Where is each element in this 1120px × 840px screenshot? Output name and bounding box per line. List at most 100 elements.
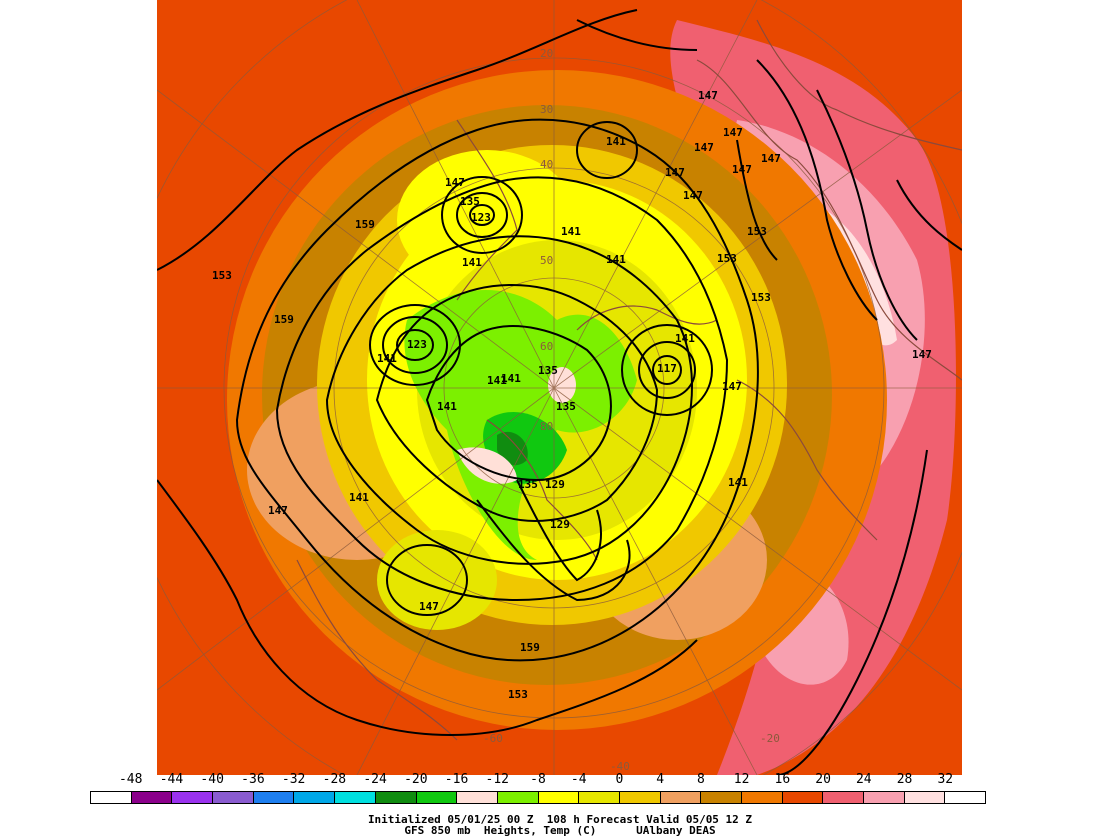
height-label: 123	[407, 338, 427, 351]
map-panel: 147 147 147 147 147 147 147 153 153 153 …	[157, 0, 962, 775]
colorbar-swatch	[253, 792, 295, 803]
colorbar-swatch	[457, 792, 498, 803]
height-label: 141	[606, 253, 626, 266]
height-label: 141	[487, 374, 507, 387]
colorbar-label: -20	[404, 772, 428, 787]
colorbar-label: 8	[696, 772, 705, 787]
colorbar-swatch	[335, 792, 376, 803]
colorbar-labels: -48 -44 -40 -36 -32 -28 -24 -20 -16 -12 -8 -4 0 4 8 12 1…	[0, 772, 1120, 788]
colorbar-label: -8	[530, 772, 546, 787]
height-label: 147	[732, 163, 752, 176]
height-label: 141	[728, 476, 748, 489]
height-label: 141	[606, 135, 626, 148]
height-label: 153	[508, 688, 528, 701]
colorbar-swatch	[91, 792, 132, 803]
lat-lon-grid	[157, 0, 962, 775]
height-label: 141	[462, 256, 482, 269]
height-label: 147	[698, 89, 718, 102]
colorbar-label: -28	[322, 772, 347, 787]
colorbar-label: -48	[118, 772, 143, 787]
height-label: 153	[747, 225, 767, 238]
height-label: 147	[683, 189, 703, 202]
lat-label: 20	[540, 47, 553, 60]
coastlines	[296, 19, 962, 741]
height-label: 147	[761, 152, 781, 165]
caption-line-1: Initialized 05/01/25 00 Z 108 h Forecast…	[367, 813, 753, 826]
height-label: 147	[722, 380, 742, 393]
height-label: 147	[268, 504, 288, 517]
height-label: 153	[717, 252, 737, 265]
height-label: 141	[437, 400, 457, 413]
colorbar-label: -36	[241, 772, 265, 787]
colorbar-swatch	[742, 792, 783, 803]
height-label: 141	[561, 225, 581, 238]
lat-label: -40	[610, 760, 630, 773]
colorbar-swatch	[497, 792, 539, 803]
colorbar-swatch	[416, 792, 458, 803]
colorbar-label: 32	[937, 772, 954, 787]
colorbar-swatch	[579, 792, 620, 803]
height-label: 141	[675, 332, 695, 345]
height-label: 147	[694, 141, 714, 154]
lat-label: -60	[483, 732, 503, 745]
lat-label: 60	[540, 340, 553, 353]
colorbar-label: -24	[363, 772, 387, 787]
height-label: 147	[665, 166, 685, 179]
latitude-labels: 20 30 40 50 60 80 -60 -40 -20	[483, 47, 780, 773]
colorbar-label: 12	[733, 772, 750, 787]
colorbar-label: -4	[570, 772, 587, 787]
lat-label: -20	[760, 732, 780, 745]
colorbar-swatch	[864, 792, 905, 803]
colorbar-swatch	[904, 792, 946, 803]
yellow-lobe-southwest	[377, 530, 497, 630]
colorbar-swatch	[375, 792, 417, 803]
height-label: 141	[377, 352, 397, 365]
colorbar-label: -44	[159, 772, 184, 787]
height-label: 153	[212, 269, 232, 282]
colorbar-label: -40	[200, 772, 224, 787]
colorbar-label: -16	[444, 772, 469, 787]
height-label: 147	[419, 600, 439, 613]
height-label: 135	[538, 364, 558, 377]
cold-center-pink	[548, 367, 576, 403]
colorbar-swatch	[213, 792, 254, 803]
height-label: 159	[520, 641, 540, 654]
height-label: 129	[550, 518, 570, 531]
height-label: 141	[349, 491, 369, 504]
height-label: 147	[445, 176, 465, 189]
colorbar-swatch	[538, 792, 580, 803]
height-label: 117	[657, 362, 677, 375]
colorbar-swatch	[294, 792, 336, 803]
height-label: 123	[471, 211, 491, 224]
colorbar-swatch	[823, 792, 865, 803]
colorbar-swatch	[701, 792, 742, 803]
colorbar-swatch	[660, 792, 702, 803]
height-label: 159	[355, 218, 375, 231]
height-label: 135	[556, 400, 576, 413]
height-label: 159	[274, 313, 294, 326]
caption-line-2: GFS 850 mb Heights, Temp (C) UAlbany DEA…	[404, 824, 716, 837]
colorbar-swatch	[619, 792, 661, 803]
height-label: 135	[460, 195, 480, 208]
lat-label: 40	[540, 158, 553, 171]
height-label: 153	[751, 291, 771, 304]
height-contours	[157, 9, 962, 775]
colorbar	[90, 791, 986, 804]
colorbar-label: 16	[774, 772, 791, 787]
caption: Initialized 05/01/25 00 Z 108 h Forecast…	[0, 814, 1120, 836]
colorbar-swatch	[782, 792, 824, 803]
lat-label: 50	[540, 254, 553, 267]
colorbar-swatch	[172, 792, 214, 803]
height-label: 135	[518, 478, 538, 491]
lat-label: 80	[540, 420, 553, 433]
colorbar-label: -12	[485, 772, 510, 787]
height-labels: 147 147 147 147 147 147 147 153 153 153 …	[212, 89, 932, 701]
colorbar-label: 0	[615, 772, 624, 787]
height-label: 147	[723, 126, 743, 139]
colorbar-label: 20	[815, 772, 831, 787]
colorbar-swatch	[945, 792, 986, 803]
colorbar-label: 4	[656, 772, 665, 787]
height-label: 147	[912, 348, 932, 361]
height-label: 129	[545, 478, 565, 491]
cold-core-dark	[497, 431, 528, 466]
